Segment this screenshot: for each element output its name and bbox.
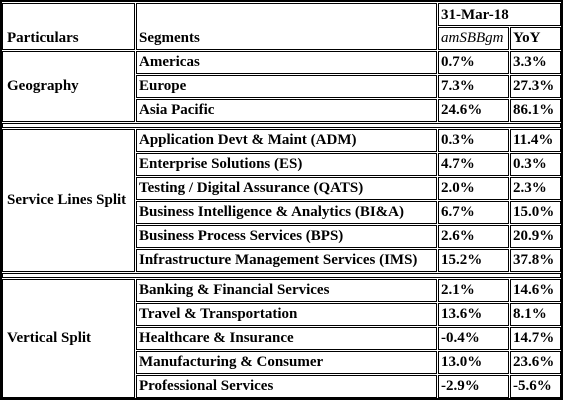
table-row-qats-value: 2.0% bbox=[441, 180, 475, 196]
table-row-ims-segment: Infrastructure Management Services (IMS) bbox=[139, 252, 418, 268]
table-row-healthcare-value: -0.4% bbox=[441, 330, 480, 346]
table-row-travel-segment: Travel & Transportation bbox=[139, 306, 298, 322]
table-row-manufacturing-value: 13.0% bbox=[441, 354, 483, 370]
table-row-bps-value: 2.6% bbox=[441, 228, 475, 244]
table-row-adm-segment: Application Devt & Maint (ADM) bbox=[139, 132, 357, 148]
header-segments: Segments bbox=[139, 30, 200, 46]
header-metric: amSBBgm bbox=[441, 30, 504, 46]
table-row-adm-yoy: 11.4% bbox=[513, 132, 554, 148]
table-row-professional-yoy: -5.6% bbox=[513, 378, 552, 394]
header-date: 31-Mar-18 bbox=[441, 7, 509, 23]
table-row-americas-yoy: 3.3% bbox=[513, 54, 547, 70]
table-row-healthcare-yoy: 14.7% bbox=[513, 330, 555, 346]
table-row-es-yoy: 0.3% bbox=[513, 156, 547, 172]
table-row-ims-yoy: 37.8% bbox=[513, 252, 555, 268]
table-row-bia-yoy: 15.0% bbox=[513, 204, 555, 220]
table-row-healthcare-segment: Healthcare & Insurance bbox=[139, 330, 294, 346]
table-row-professional-value: -2.9% bbox=[441, 378, 480, 394]
table-row-es-segment: Enterprise Solutions (ES) bbox=[139, 156, 303, 172]
table-row-qats-segment: Testing / Digital Assurance (QATS) bbox=[139, 180, 364, 196]
table-row-professional-segment: Professional Services bbox=[139, 378, 274, 394]
header-particulars: Particulars bbox=[7, 30, 79, 46]
table-row-bps-yoy: 20.9% bbox=[513, 228, 555, 244]
table-row-europe-value: 7.3% bbox=[441, 78, 475, 94]
table-row-europe-segment: Europe bbox=[139, 78, 187, 94]
table-row-bfs-segment: Banking & Financial Services bbox=[139, 282, 330, 298]
table-row-asia-pacific-segment: Asia Pacific bbox=[139, 102, 215, 118]
table-row-adm-value: 0.3% bbox=[441, 132, 475, 148]
table-row-bps-segment: Business Process Services (BPS) bbox=[139, 228, 344, 244]
section-geography: Geography bbox=[7, 78, 79, 94]
table-row-bfs-value: 2.1% bbox=[441, 282, 475, 298]
table-row-ims-value: 15.2% bbox=[441, 252, 483, 268]
table-row-bfs-yoy: 14.6% bbox=[513, 282, 555, 298]
table-row-asia-pacific-value: 24.6% bbox=[441, 102, 483, 118]
table-row-manufacturing-segment: Manufacturing & Consumer bbox=[139, 354, 324, 370]
table-row-travel-yoy: 8.1% bbox=[513, 306, 547, 322]
table-row-asia-pacific-yoy: 86.1% bbox=[513, 102, 555, 118]
table-row-americas-segment: Americas bbox=[139, 54, 200, 70]
table-row-travel-value: 13.6% bbox=[441, 306, 483, 322]
table-row-es-value: 4.7% bbox=[441, 156, 475, 172]
section-vertical: Vertical Split bbox=[7, 330, 92, 346]
table-row-qats-yoy: 2.3% bbox=[513, 180, 547, 196]
table-row-americas-value: 0.7% bbox=[441, 54, 475, 70]
section-service-lines: Service Lines Split bbox=[7, 192, 127, 208]
table-row-manufacturing-yoy: 23.6% bbox=[513, 354, 555, 370]
table-row-bia-segment: Business Intelligence & Analytics (BI&A) bbox=[139, 204, 405, 220]
header-yoy: YoY bbox=[513, 30, 541, 46]
table-row-bia-value: 6.7% bbox=[441, 204, 475, 220]
table-row-europe-yoy: 27.3% bbox=[513, 78, 555, 94]
